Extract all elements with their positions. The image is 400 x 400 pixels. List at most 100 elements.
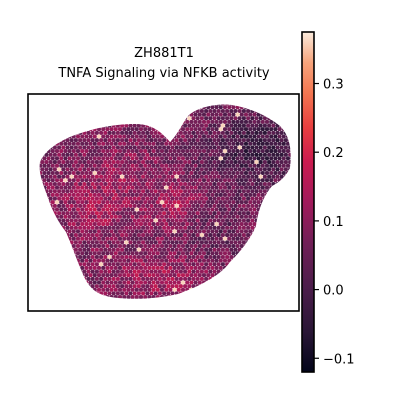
tissue-spot <box>149 269 154 274</box>
tissue-spot <box>80 149 85 154</box>
tissue-spot <box>164 273 169 278</box>
tissue-spot <box>250 233 255 238</box>
tissue-spot <box>94 203 99 208</box>
tissue-spot <box>124 160 129 165</box>
tissue-spot <box>271 189 276 194</box>
tissue-spot <box>109 200 114 205</box>
tissue-spot <box>235 170 240 176</box>
tissue-spot <box>134 149 139 154</box>
tissue-spot <box>136 167 141 172</box>
tissue-spot <box>111 189 116 194</box>
tissue-spot <box>168 185 173 190</box>
tissue-spot <box>248 141 253 146</box>
tissue-spot <box>122 200 127 205</box>
tissue-spot <box>243 229 249 234</box>
tissue-spot <box>48 145 53 150</box>
tissue-spot <box>39 123 41 128</box>
tissue-spot <box>50 127 55 132</box>
tissue-spot <box>109 178 114 183</box>
tissue-spot <box>151 280 156 285</box>
tissue-spot <box>151 214 156 219</box>
tissue-spot <box>178 167 183 172</box>
tissue-spot <box>141 225 146 230</box>
tissue-spot <box>122 287 127 292</box>
tissue-spot <box>42 200 47 205</box>
tissue-spot <box>73 262 78 267</box>
tissue-spot <box>191 138 196 143</box>
tissue-spot <box>206 149 211 154</box>
tissue-spot <box>248 200 253 205</box>
tissue-spot <box>132 152 137 157</box>
tissue-spot <box>46 141 51 146</box>
tissue-spot <box>195 145 200 150</box>
tissue-spot <box>166 108 171 114</box>
tissue-spot <box>71 127 76 132</box>
tissue-spot <box>271 123 276 128</box>
tissue-spot <box>178 104 183 106</box>
tissue-spot <box>170 291 175 296</box>
tissue-spot <box>40 276 45 281</box>
tissue-spot <box>80 214 85 219</box>
tissue-spot <box>130 185 135 190</box>
tissue-spot <box>86 211 91 216</box>
tissue-spot <box>172 287 177 292</box>
tissue-spot <box>46 280 51 285</box>
tissue-spot <box>277 236 282 241</box>
tissue-spot <box>75 192 81 197</box>
tissue-spot <box>262 269 267 274</box>
tissue-spot <box>248 149 253 154</box>
tissue-spot <box>277 280 282 285</box>
tissue-spot <box>149 196 154 201</box>
tissue-spot <box>225 269 230 274</box>
tissue-spot <box>75 280 81 285</box>
tissue-spot <box>201 229 207 234</box>
tissue-spot <box>208 160 213 165</box>
tissue-spot <box>39 269 41 274</box>
tissue-spot <box>292 109 296 113</box>
tissue-spot <box>227 273 232 278</box>
tissue-spot <box>264 119 270 124</box>
tissue-spot <box>68 98 72 102</box>
tissue-spot <box>246 196 251 201</box>
tissue-spot <box>195 276 200 281</box>
tissue-spot <box>239 134 244 139</box>
tissue-spot <box>252 185 257 190</box>
tissue-spot <box>262 291 267 296</box>
tissue-spot <box>159 265 165 270</box>
tissue-spot <box>124 218 129 223</box>
tissue-spot <box>84 273 89 278</box>
tissue-spot <box>277 163 282 168</box>
tissue-spot <box>54 170 60 176</box>
tissue-spot <box>59 258 64 263</box>
tissue-spot <box>39 298 41 299</box>
tissue-spot <box>214 207 219 212</box>
tissue-spot <box>218 222 223 227</box>
tissue-spot <box>149 262 154 267</box>
tissue-spot <box>107 269 112 274</box>
tissue-spot <box>264 134 270 139</box>
tissue-spot <box>229 130 234 135</box>
tissue-spot <box>82 276 87 281</box>
tissue-spot <box>57 211 62 216</box>
tissue-spot <box>130 192 135 197</box>
tissue-spot <box>107 240 112 245</box>
tissue-spot <box>231 178 236 183</box>
tissue-spot <box>273 251 278 256</box>
tissue-spot <box>290 295 291 299</box>
tissue-spot <box>46 200 51 205</box>
tissue-spot <box>183 189 188 194</box>
tissue-spot <box>138 222 144 227</box>
tissue-spot <box>254 108 259 114</box>
tissue-spot <box>275 189 280 194</box>
tissue-spot <box>141 174 146 179</box>
tissue-spot <box>210 141 215 146</box>
tissue-spot <box>180 185 186 190</box>
tissue-spot <box>256 105 261 110</box>
tissue-spot <box>80 251 85 256</box>
tissue-spot <box>222 273 228 278</box>
tissue-spot <box>111 247 116 252</box>
tissue-spot <box>220 233 225 238</box>
tissue-spot <box>136 211 141 216</box>
tissue-spot <box>34 127 38 131</box>
tissue-spot <box>48 130 53 135</box>
